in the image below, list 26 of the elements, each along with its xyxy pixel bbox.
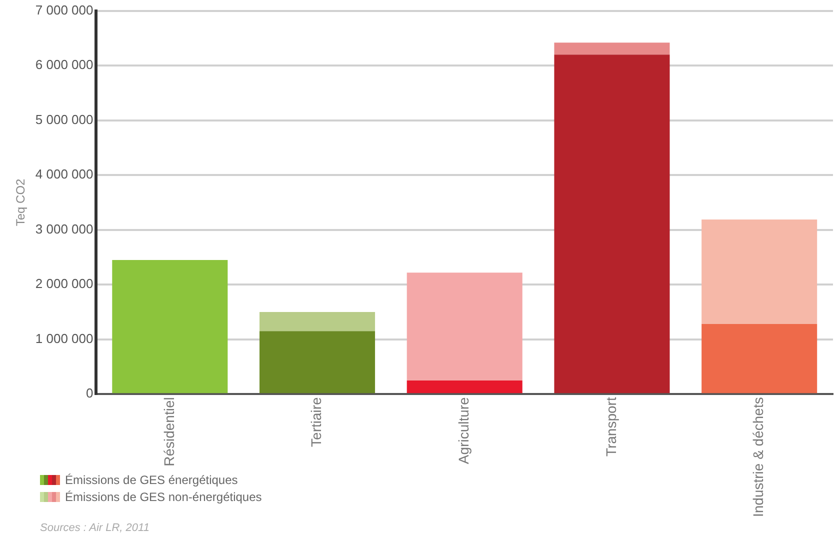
bar (260, 331, 376, 394)
x-tick-label: Agriculture (455, 396, 472, 464)
bar (260, 312, 376, 332)
x-tick-label: Industrie & déchets (750, 397, 766, 518)
bar (554, 54, 670, 394)
legend-label: Émissions de GES énergétiques (65, 473, 238, 487)
y-axis-title: Teq CO2 (14, 178, 28, 226)
y-tick-label: 6 000 000 (35, 57, 94, 72)
x-tick-label: Transport (602, 397, 619, 457)
y-tick-label: 5 000 000 (35, 112, 94, 127)
y-tick-label: 0 (86, 386, 94, 401)
y-tick-label: 1 000 000 (35, 330, 94, 346)
y-tick-label: 2 000 000 (35, 276, 94, 292)
legend-label: Émissions de GES non-énergétiques (65, 490, 262, 504)
y-tick-label: 3 000 000 (35, 221, 94, 236)
x-tick-label: Tertiaire (308, 396, 324, 447)
bar (406, 272, 522, 380)
source-note: Sources : Air LR, 2011 (40, 522, 150, 534)
bar (554, 42, 670, 55)
bar (702, 219, 818, 324)
bar (702, 324, 818, 394)
bar (406, 380, 522, 394)
bar (112, 260, 228, 394)
y-tick-label: 4 000 000 (35, 166, 94, 182)
x-tick-label: Résidentiel (160, 397, 177, 466)
y-tick-label: 7 000 000 (35, 2, 94, 18)
